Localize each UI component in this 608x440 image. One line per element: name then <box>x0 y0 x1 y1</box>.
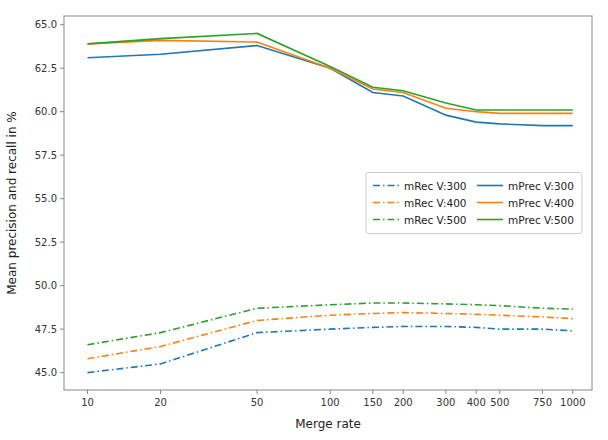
x-tick <box>257 390 258 394</box>
legend-label: mPrec V:400 <box>508 197 574 209</box>
x-tick-label: 10 <box>81 397 94 408</box>
x-tick-label: 20 <box>154 397 167 408</box>
y-tick-label: 57.5 <box>35 150 57 161</box>
series-line <box>88 313 573 359</box>
legend: mRec V:300 mPrec V:300 mRec V:400 mPrec V:4… <box>366 173 582 234</box>
y-tick <box>60 111 64 112</box>
legend-swatch <box>373 202 399 204</box>
legend-label: mPrec V:300 <box>508 180 574 192</box>
y-tick-label: 65.0 <box>35 19 57 30</box>
legend-swatch <box>477 219 503 221</box>
chart: 10 20 50 100 150 200 300 400 500 750 1000 45.0 47.5 5… <box>0 0 608 440</box>
legend-label: mRec V:300 <box>404 180 467 192</box>
plot-area <box>88 33 573 372</box>
series-line <box>88 303 573 345</box>
x-axis-label: Merge rate <box>295 417 361 431</box>
x-tick-label: 500 <box>490 397 509 408</box>
x-tick <box>330 390 331 394</box>
y-tick-label: 50.0 <box>35 280 57 291</box>
plot-frame <box>64 16 592 390</box>
legend-swatch <box>477 202 503 204</box>
y-tick <box>60 329 64 330</box>
x-tick <box>499 390 500 394</box>
series-line <box>88 40 573 113</box>
legend-label: mRec V:500 <box>404 214 467 226</box>
x-tick <box>476 390 477 394</box>
legend-swatch <box>373 185 399 187</box>
y-tick-label: 52.5 <box>35 237 57 248</box>
x-tick <box>542 390 543 394</box>
legend-label: mPrec V:500 <box>508 214 574 226</box>
y-tick <box>60 24 64 25</box>
legend-label: mRec V:400 <box>404 197 467 209</box>
y-tick <box>60 155 64 156</box>
y-tick <box>60 68 64 69</box>
series-line <box>88 33 573 110</box>
y-tick-label: 60.0 <box>35 106 57 117</box>
y-tick-label: 55.0 <box>35 193 57 204</box>
x-tick-label: 1000 <box>560 397 585 408</box>
legend-box <box>366 173 582 234</box>
x-tick <box>87 390 88 394</box>
x-tick <box>372 390 373 394</box>
y-axis-label: Mean precision and recall in % <box>5 111 19 295</box>
x-tick-label: 100 <box>321 397 340 408</box>
x-tick-label: 50 <box>251 397 264 408</box>
x-tick <box>445 390 446 394</box>
x-tick <box>572 390 573 394</box>
x-tick-label: 150 <box>363 397 382 408</box>
x-tick <box>160 390 161 394</box>
x-tick-label: 200 <box>394 397 413 408</box>
x-tick-label: 300 <box>436 397 455 408</box>
y-tick-label: 47.5 <box>35 324 57 335</box>
x-tick-label: 750 <box>533 397 552 408</box>
y-tick <box>60 285 64 286</box>
legend-swatch <box>477 185 503 187</box>
y-tick <box>60 372 64 373</box>
y-tick <box>60 242 64 243</box>
x-tick <box>403 390 404 394</box>
x-tick-label: 400 <box>467 397 486 408</box>
y-tick-label: 45.0 <box>35 367 57 378</box>
legend-swatch <box>373 219 399 221</box>
y-tick <box>60 198 64 199</box>
y-tick-label: 62.5 <box>35 63 57 74</box>
